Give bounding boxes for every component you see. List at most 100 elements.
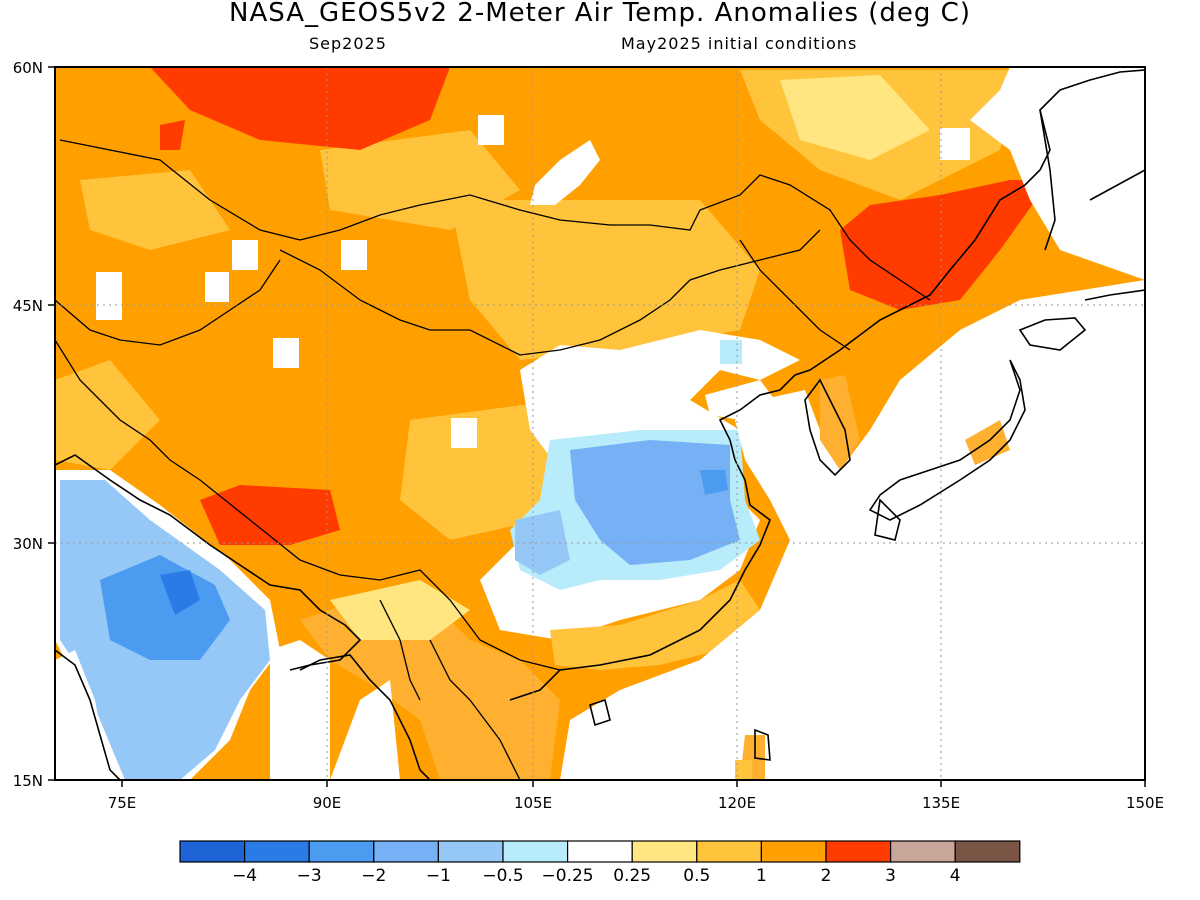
colorbar-swatch-4: [437, 840, 504, 863]
andaman-sea-mask: [330, 680, 400, 780]
coastlines: [55, 69, 1145, 780]
mongolia-china-border: [279, 229, 821, 356]
colorbar-swatch-3: [373, 840, 439, 863]
lake-baikal-mask: [530, 140, 600, 205]
tibet-hot-patch: [200, 485, 340, 545]
manchuria-border: [739, 239, 851, 351]
qinghai-lake-mask: [451, 418, 477, 448]
colorbar-label-7: 0.5: [683, 866, 710, 886]
colorbar-label-1: −3: [297, 866, 322, 886]
gridlines: [55, 67, 1145, 780]
colorbar-label-6: 0.25: [613, 866, 651, 886]
colorbar-label-9: 2: [821, 866, 832, 886]
colorbar-swatch-2: [308, 840, 375, 863]
colorbar-label-2: −2: [361, 866, 386, 886]
kuril-coast: [1084, 289, 1145, 301]
himalaya-border: [169, 459, 561, 671]
hokkaido-coast: [1018, 317, 1087, 351]
amur-mouth-mask: [940, 128, 970, 160]
pacific-ocean-mask: [560, 280, 1145, 780]
lake-alakol-mask: [205, 272, 229, 302]
forecast-month: Sep2025: [309, 34, 387, 53]
colorbar-label-11: 4: [950, 866, 961, 886]
lat-label-45n: 45N: [13, 297, 43, 315]
gobi-mild-patch: [450, 200, 760, 360]
central-asia-border: [55, 339, 171, 461]
lon-label-135e: 135E: [922, 794, 960, 812]
lake-khovsgol-mask: [478, 115, 504, 145]
kamchatka-coast: [1089, 169, 1145, 201]
korea-peninsula: [804, 378, 851, 477]
honshu-coast: [868, 359, 1026, 521]
taiwan-coast: [754, 728, 771, 761]
chart-title: NASA_GEOS5v2 2-Meter Air Temp. Anomalies…: [229, 0, 971, 28]
axis-ticks: [48, 66, 1146, 787]
colorbar-swatch-11: [889, 840, 956, 863]
colorbar-swatch-1: [244, 840, 310, 863]
lon-label-75e: 75E: [108, 794, 137, 812]
bengal-burma-coast: [299, 654, 431, 780]
siberia-light-patch: [780, 75, 930, 160]
colorbar-label-5: −0.25: [542, 866, 594, 886]
lake-zaysan-mask: [232, 240, 258, 270]
map-frame: [54, 66, 1146, 781]
colorbar-swatch-7: [631, 840, 698, 863]
south-china-warm-band: [550, 580, 760, 670]
india-cooler-core: [100, 555, 230, 660]
kazakh-mild-patch: [80, 170, 230, 250]
lake-balkhash-mask: [96, 272, 122, 320]
west-siberia-hot-spot: [160, 120, 185, 150]
pamir-mild-patch: [55, 360, 160, 470]
beijing-cool-cell: [720, 340, 742, 364]
india-coolest-spot: [160, 570, 200, 615]
siberia-hot-patch: [150, 67, 450, 150]
kyushu-coast: [874, 498, 901, 541]
lake-uvs-mask: [341, 240, 367, 270]
colorbar-label-10: 3: [885, 866, 896, 886]
india-north-coast-border: [55, 454, 362, 671]
okhotsk-sea-mask: [970, 67, 1145, 280]
lon-label-150e: 150E: [1126, 794, 1164, 812]
colorbar-swatch-5: [502, 840, 569, 863]
lat-label-30n: 30N: [13, 535, 43, 553]
luzon-warm-patch: [735, 760, 752, 780]
country-borders: [55, 139, 931, 780]
anomaly-field: [55, 67, 1145, 780]
colorbar: −4 −3 −2 −1 −0.5 −0.25 0.25 0.5 1 2 3 4: [179, 840, 1021, 886]
southeast-asia-warm-region: [300, 600, 560, 780]
colorbar-swatch-9: [760, 840, 827, 863]
indochina-border: [429, 639, 521, 780]
colorbar-swatch-0: [179, 840, 246, 863]
india-west-coast: [55, 649, 121, 780]
neutral-loess-patch: [530, 360, 600, 395]
lon-label-120e: 120E: [718, 794, 756, 812]
east-china-cool-inner: [570, 440, 740, 565]
arabian-sea-mask: [55, 650, 110, 780]
sakhalin-coast: [1039, 109, 1056, 251]
colorbar-swatch-12: [954, 840, 1021, 863]
kazakh-border: [55, 259, 281, 346]
colorbar-swatch-6: [566, 840, 633, 863]
lon-label-105e: 105E: [514, 794, 552, 812]
initial-conditions: May2025 initial conditions: [621, 34, 858, 53]
myanmar-border: [379, 599, 421, 701]
bosten-lake-mask: [273, 338, 299, 368]
colorbar-label-0: −4: [232, 866, 257, 886]
lat-label-15n: 15N: [13, 772, 43, 790]
bohai-sea-mask: [705, 380, 775, 420]
colorbar-label-4: −0.5: [482, 866, 523, 886]
lon-label-90e: 90E: [313, 794, 342, 812]
colorbar-label-8: 1: [756, 866, 767, 886]
russia-southern-border: [59, 139, 931, 301]
bay-of-bengal-mask: [270, 640, 330, 780]
yunnan-light-patch: [330, 580, 470, 640]
colorbar-swatch-10: [825, 840, 892, 863]
lat-label-60n: 60N: [13, 59, 43, 77]
jiangsu-cooler-spot: [700, 470, 728, 495]
colorbar-label-3: −1: [426, 866, 451, 886]
china-east-coast: [509, 69, 1145, 701]
manchuria-hot-patch: [840, 180, 1050, 310]
hainan-coast: [589, 698, 611, 727]
colorbar-swatch-8: [696, 840, 762, 863]
